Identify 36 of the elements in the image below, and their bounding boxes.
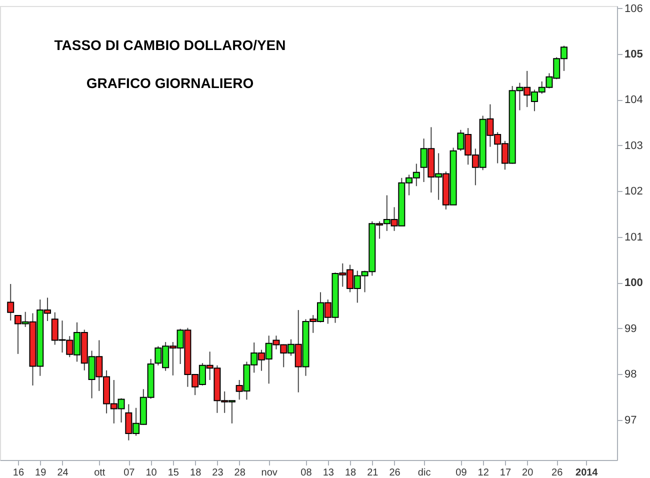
x-tick-label: 17 — [500, 468, 512, 478]
x-tick-label: 24 — [57, 468, 69, 478]
x-tick-label: 20 — [522, 468, 534, 478]
y-tick-label: 99 — [624, 322, 637, 335]
x-tick-label: 15 — [168, 468, 180, 478]
x-tick-label: 07 — [124, 468, 136, 478]
x-tick-label: 16 — [12, 468, 24, 478]
x-tick-label: 09 — [456, 468, 468, 478]
x-tick-label: 08 — [300, 468, 312, 478]
candlestick — [7, 283, 14, 322]
y-tick-label: 98 — [624, 368, 637, 381]
x-tick-label: 18 — [344, 468, 357, 478]
x-tick-label: dic — [418, 468, 431, 478]
y-tick-label: 97 — [624, 414, 637, 426]
y-tick-label: 105 — [624, 48, 643, 61]
x-tick-label: nov — [261, 468, 278, 478]
x-tick-label: ott — [94, 468, 106, 478]
text: TASSO DI CAMBIO DOLLARO/YEN — [54, 37, 286, 53]
x-tick-label: 23 — [212, 468, 224, 478]
x-tick-label: 28 — [234, 468, 246, 478]
x-tick-label: 2014 — [576, 468, 598, 478]
y-tick-label: 103 — [624, 140, 643, 152]
x-tick-label: 26 — [389, 468, 401, 478]
x-tick-label: 12 — [478, 468, 490, 478]
y-tick-label: 101 — [624, 231, 643, 244]
y-tick-label: 104 — [624, 94, 643, 106]
text: GRAFICO GIORNALIERO — [86, 75, 254, 91]
x-tick-label: 26 — [552, 468, 564, 478]
y-tick-label: 106 — [624, 2, 643, 15]
x-tick-label: 19 — [35, 468, 47, 478]
x-tick-label: 18 — [190, 468, 202, 478]
x-tick-label: 10 — [146, 468, 158, 478]
y-tick-label: 102 — [624, 186, 643, 198]
y-tick-label: 100 — [624, 277, 643, 290]
x-tick-label: 21 — [367, 468, 379, 478]
x-tick-label: 13 — [322, 468, 334, 478]
